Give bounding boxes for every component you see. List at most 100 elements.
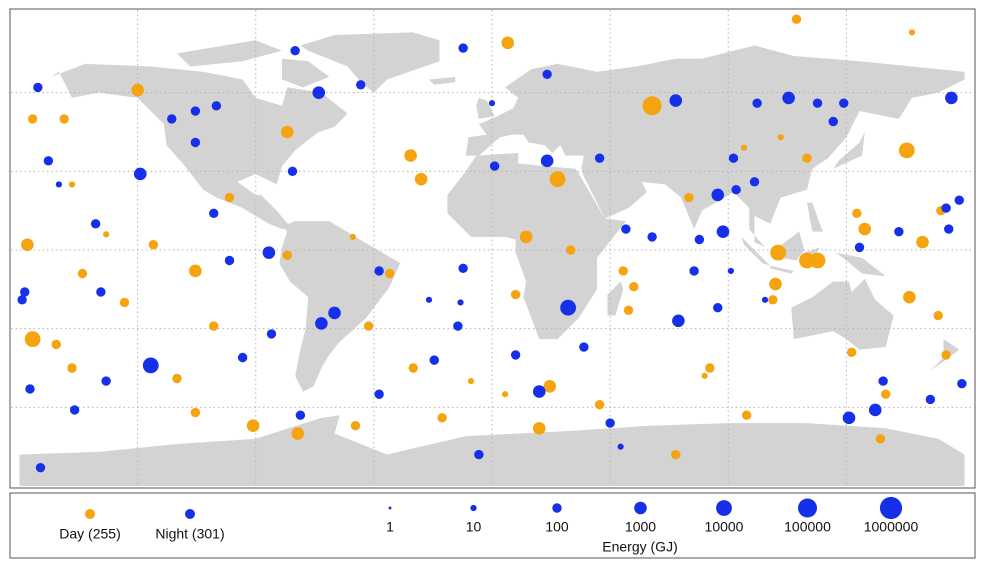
event-point — [689, 266, 699, 276]
event-point — [282, 250, 292, 260]
event-point — [716, 225, 730, 238]
legend-label: Night (301) — [155, 526, 224, 542]
size-legend-title: Energy (GJ) — [602, 539, 677, 555]
event-point — [728, 153, 739, 163]
event-point — [944, 224, 954, 234]
event-point — [642, 96, 662, 116]
event-point — [96, 287, 106, 297]
landmass — [770, 265, 794, 274]
event-point — [684, 192, 694, 203]
event-point — [474, 449, 484, 460]
event-point — [812, 98, 823, 108]
size-legend-marker — [470, 504, 477, 512]
event-point — [933, 310, 943, 321]
event-point — [131, 83, 144, 97]
event-point — [266, 329, 277, 339]
event-point — [21, 238, 34, 252]
event-point — [549, 171, 566, 188]
event-point — [502, 391, 509, 398]
land — [19, 32, 965, 486]
event-point — [363, 321, 374, 331]
event-point — [69, 405, 80, 415]
event-point — [429, 355, 439, 365]
event-point — [846, 347, 857, 357]
landmass — [807, 202, 823, 232]
size-legend-label: 100000 — [784, 519, 831, 535]
event-point — [705, 363, 715, 373]
event-point — [489, 161, 500, 171]
event-point — [24, 331, 41, 348]
legend-marker — [85, 509, 95, 519]
event-point — [315, 317, 328, 330]
landmass — [465, 45, 965, 248]
legend-label: Day (255) — [59, 526, 120, 542]
event-point — [510, 350, 521, 360]
event-point — [246, 419, 260, 432]
event-point — [566, 245, 576, 255]
event-point — [25, 384, 35, 394]
landmass — [741, 236, 771, 266]
landmass — [607, 281, 624, 316]
event-point — [782, 91, 795, 105]
legend: Day (255) Night (301) 1 10 100 1000 10000 10000… — [59, 496, 918, 542]
event-point — [501, 36, 515, 50]
event-point — [237, 352, 248, 363]
event-point — [172, 373, 182, 384]
event-point — [594, 400, 605, 410]
event-point — [957, 379, 967, 389]
landmass — [835, 252, 886, 277]
event-point — [414, 172, 428, 186]
event-point — [519, 230, 533, 244]
event-point — [579, 342, 589, 352]
event-point — [894, 226, 904, 237]
event-point — [458, 263, 468, 274]
event-point — [374, 266, 384, 276]
landmass — [429, 76, 456, 85]
event-point — [777, 134, 784, 141]
event-point — [711, 188, 725, 202]
size-legend-label: 1 — [386, 519, 394, 535]
event-point — [133, 167, 147, 181]
event-point — [101, 376, 111, 386]
event-point — [925, 394, 936, 405]
event-point — [425, 296, 433, 303]
event-point — [669, 94, 683, 107]
event-point — [488, 100, 496, 107]
event-point — [954, 195, 964, 205]
event-point — [287, 166, 298, 177]
points — [17, 14, 967, 473]
event-point — [148, 240, 159, 250]
event-point — [898, 142, 915, 159]
event-point — [167, 114, 177, 124]
size-legend-marker — [798, 498, 817, 518]
event-point — [290, 46, 300, 56]
event-point — [437, 413, 447, 423]
event-point — [211, 101, 222, 111]
event-point — [532, 422, 546, 435]
event-point — [713, 302, 723, 313]
event-point — [142, 357, 159, 374]
event-point — [43, 156, 54, 166]
size-legend-marker — [716, 500, 732, 516]
landmass — [791, 278, 894, 350]
event-point — [457, 299, 464, 306]
landmass — [300, 32, 440, 93]
event-point — [768, 295, 778, 305]
event-point — [542, 69, 552, 80]
legend-marker — [185, 509, 195, 519]
event-point — [647, 232, 657, 242]
event-point — [543, 380, 557, 393]
event-point — [262, 246, 276, 259]
event-point — [189, 264, 202, 278]
landmass — [476, 97, 495, 119]
event-point — [33, 82, 43, 93]
event-point — [761, 296, 769, 303]
event-point — [312, 86, 326, 99]
event-point — [770, 244, 787, 261]
event-point — [209, 321, 219, 331]
event-point — [280, 125, 294, 139]
event-point — [68, 181, 76, 188]
event-point — [59, 114, 69, 124]
event-point — [916, 235, 929, 249]
